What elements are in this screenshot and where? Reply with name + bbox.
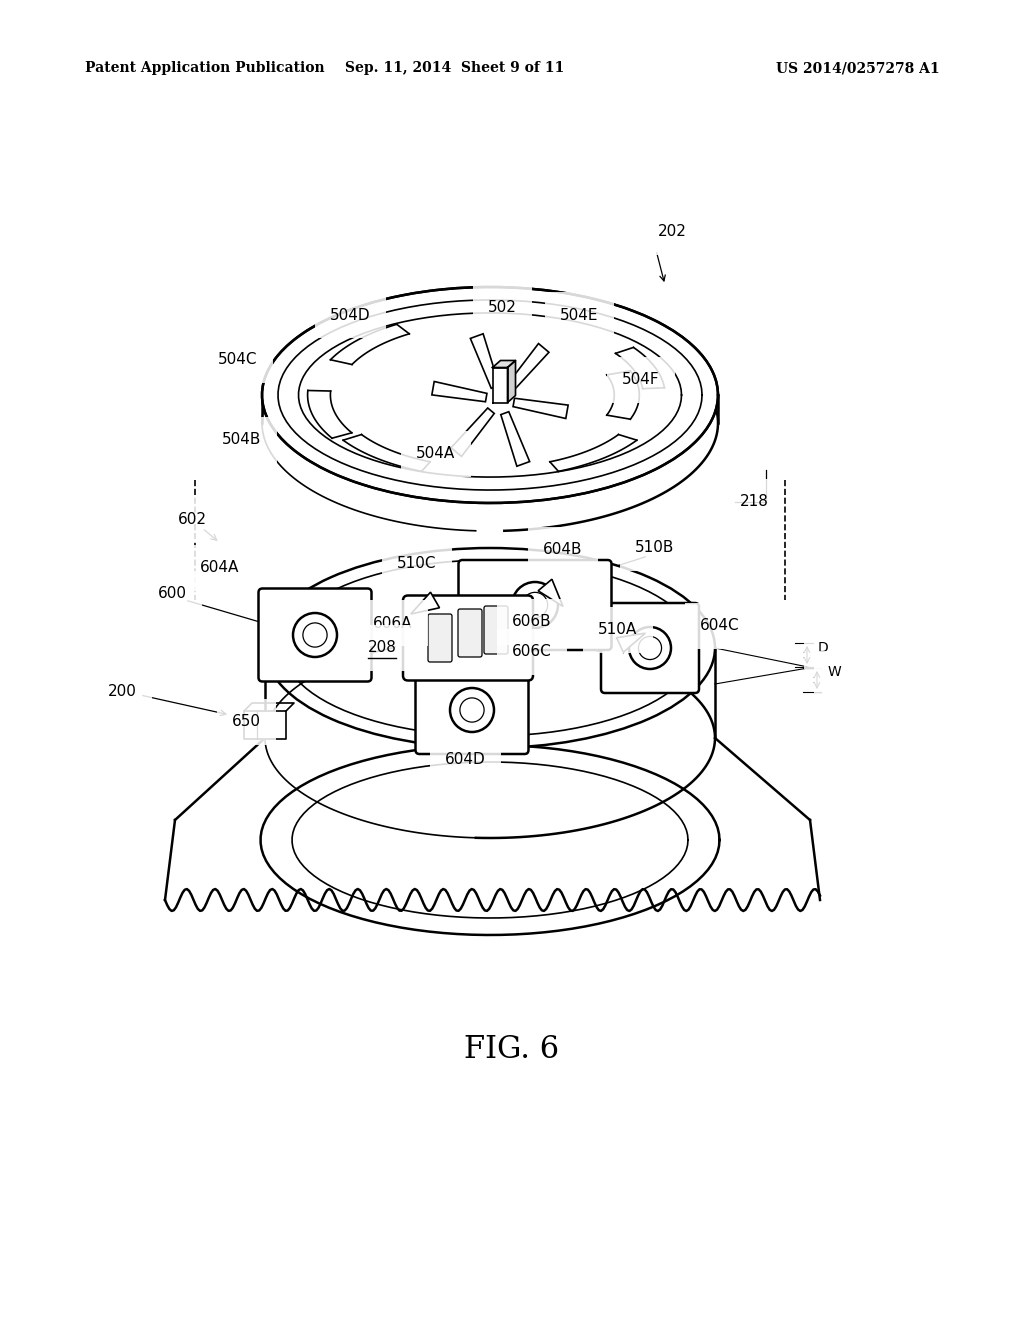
Text: 504D: 504D — [330, 308, 371, 322]
Text: 510A: 510A — [598, 623, 637, 638]
Text: 200: 200 — [108, 685, 137, 700]
Ellipse shape — [262, 286, 718, 503]
FancyBboxPatch shape — [484, 606, 508, 653]
Text: 510C: 510C — [397, 556, 436, 570]
Polygon shape — [411, 593, 439, 614]
FancyBboxPatch shape — [416, 667, 528, 754]
Polygon shape — [432, 381, 487, 401]
Text: 650: 650 — [232, 714, 261, 730]
Polygon shape — [244, 711, 286, 739]
FancyBboxPatch shape — [403, 595, 534, 681]
Text: 602: 602 — [178, 512, 207, 528]
Text: 604D: 604D — [445, 752, 485, 767]
Ellipse shape — [390, 615, 590, 711]
Text: 504C: 504C — [218, 352, 257, 367]
Polygon shape — [506, 343, 549, 392]
Text: 502: 502 — [488, 301, 517, 315]
Text: W: W — [828, 665, 842, 678]
FancyBboxPatch shape — [428, 614, 452, 663]
Text: 504E: 504E — [560, 308, 598, 322]
Polygon shape — [513, 399, 568, 418]
FancyBboxPatch shape — [601, 603, 699, 693]
Polygon shape — [493, 367, 508, 403]
FancyBboxPatch shape — [258, 589, 372, 681]
Polygon shape — [538, 579, 563, 606]
Text: 218: 218 — [740, 495, 769, 510]
Text: 600: 600 — [158, 586, 187, 602]
FancyBboxPatch shape — [458, 609, 482, 657]
Polygon shape — [508, 360, 515, 403]
Text: 604B: 604B — [543, 543, 583, 557]
Text: 504A: 504A — [416, 446, 456, 462]
Polygon shape — [616, 634, 645, 652]
FancyBboxPatch shape — [459, 560, 611, 649]
Text: D: D — [818, 642, 828, 655]
Text: 208: 208 — [368, 640, 397, 656]
Text: 606C: 606C — [512, 644, 552, 660]
Text: US 2014/0257278 A1: US 2014/0257278 A1 — [776, 61, 940, 75]
Ellipse shape — [265, 548, 715, 748]
Text: 202: 202 — [658, 224, 687, 239]
Text: 604A: 604A — [200, 561, 240, 576]
Text: 604C: 604C — [700, 619, 739, 634]
Polygon shape — [501, 412, 529, 466]
Polygon shape — [470, 334, 500, 388]
Text: Patent Application Publication: Patent Application Publication — [85, 61, 325, 75]
Text: 510B: 510B — [635, 540, 675, 556]
Polygon shape — [452, 408, 495, 457]
Text: Sep. 11, 2014  Sheet 9 of 11: Sep. 11, 2014 Sheet 9 of 11 — [345, 61, 564, 75]
Text: 606B: 606B — [512, 615, 552, 630]
Text: 504B: 504B — [222, 433, 261, 447]
Text: FIG. 6: FIG. 6 — [465, 1035, 559, 1065]
Polygon shape — [493, 360, 515, 367]
Text: 606A: 606A — [373, 615, 413, 631]
Text: 504F: 504F — [622, 372, 659, 388]
